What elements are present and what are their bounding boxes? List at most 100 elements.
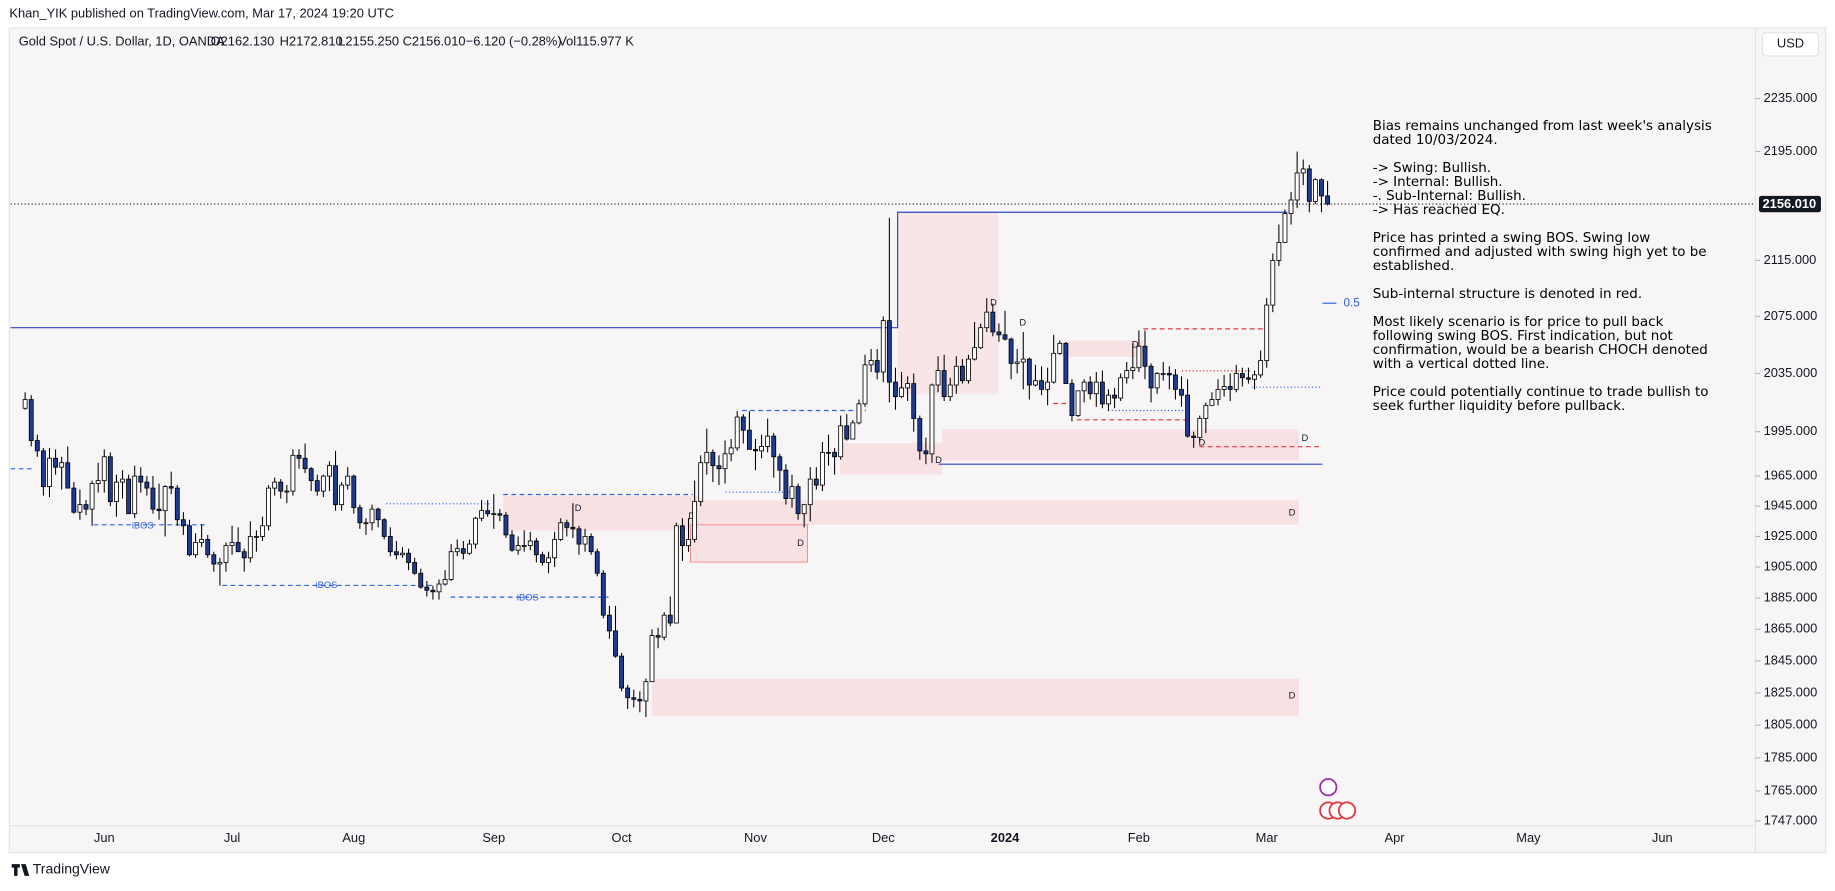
- note-line: confirmed and adjusted with swing high y…: [1373, 245, 1707, 260]
- candle-body: [314, 480, 320, 492]
- candle-body: [655, 635, 661, 638]
- candle-body: [606, 614, 612, 632]
- candle-body: [1294, 172, 1300, 201]
- candle-body: [588, 536, 594, 553]
- candle-body: [1252, 374, 1257, 380]
- candle-body: [485, 510, 491, 515]
- note-line: -> Internal: Bullish.: [1373, 175, 1503, 190]
- candle-body: [1191, 435, 1197, 438]
- candle-body: [95, 480, 101, 485]
- candle-body: [260, 525, 265, 537]
- x-tick-label: Jun: [1652, 830, 1673, 845]
- candle-body: [156, 508, 162, 512]
- y-tick-label: 1865.000: [1764, 621, 1818, 636]
- note-line: Price has printed a swing BOS. Swing low: [1373, 231, 1651, 246]
- candle-body: [442, 579, 448, 585]
- x-tick-label: Oct: [612, 830, 632, 845]
- candle-body: [375, 508, 381, 521]
- candle-body: [838, 425, 844, 458]
- candle-body: [1270, 259, 1276, 306]
- candle-body: [460, 548, 466, 554]
- candle-body: [320, 475, 326, 492]
- candle-body: [278, 481, 284, 492]
- y-tick-label: 1747.000: [1764, 812, 1818, 827]
- candle-body: [436, 583, 442, 593]
- candle-body: [1160, 373, 1166, 375]
- zone-label: D: [1198, 438, 1205, 448]
- y-tick-label: 2075.000: [1764, 308, 1818, 323]
- candle-body: [1033, 380, 1038, 386]
- candle-body: [363, 522, 369, 525]
- candle-body: [47, 457, 52, 487]
- candle-body: [168, 486, 174, 489]
- candle-body: [284, 490, 290, 493]
- zone: [840, 443, 943, 475]
- legend-open: O2162.130: [211, 33, 275, 48]
- currency[interactable]: USD: [1777, 36, 1804, 51]
- candle-body: [229, 542, 235, 547]
- candle-body: [1264, 304, 1270, 361]
- currency-button[interactable]: [1761, 32, 1820, 57]
- x-tick-label: Nov: [744, 830, 767, 845]
- candle-body: [448, 551, 454, 580]
- candle-body: [1026, 358, 1032, 386]
- candle-body: [844, 425, 850, 440]
- note-line: with a vertical dotted line.: [1373, 357, 1550, 372]
- candle-body: [552, 539, 558, 559]
- candle-body: [454, 548, 460, 553]
- candle-body: [150, 487, 156, 510]
- candle-body: [1081, 381, 1087, 392]
- candle-body: [1227, 386, 1233, 390]
- candle-body: [193, 542, 198, 556]
- zone-label: D: [1289, 691, 1296, 701]
- y-tick-label: 1945.000: [1764, 498, 1818, 513]
- candle-body: [223, 545, 229, 563]
- candle-body: [1319, 179, 1324, 197]
- candle-body: [686, 539, 691, 547]
- note-line: dated 10/03/2024.: [1373, 133, 1498, 148]
- candle-body: [491, 513, 497, 516]
- candle-body: [625, 687, 631, 699]
- candle-body: [339, 484, 345, 506]
- candle-body: [253, 536, 259, 538]
- candle-body: [923, 450, 929, 455]
- x-tick-label: 2024: [991, 830, 1020, 845]
- candle-body: [941, 370, 947, 398]
- candle-body: [406, 552, 411, 563]
- candle-body: [400, 552, 405, 556]
- candle-body: [308, 468, 314, 482]
- y-tick-label: 1905.000: [1764, 558, 1818, 573]
- note-line: seek further liquidity before pullback.: [1373, 399, 1626, 414]
- note-line: confirmation, would be a bearish CHOCH d…: [1373, 343, 1708, 358]
- candle-body: [1282, 213, 1288, 243]
- last-price-label: 2156.010: [1763, 196, 1817, 211]
- candle-body: [180, 519, 186, 527]
- candle-body: [101, 456, 107, 482]
- fib-label: 0.5: [1343, 296, 1359, 309]
- candle-body: [1008, 338, 1014, 364]
- candle-body: [40, 450, 46, 487]
- zone-label: D: [1289, 508, 1296, 518]
- candle-body: [704, 451, 710, 464]
- event-icon[interactable]: [1337, 801, 1357, 820]
- candle-body: [527, 540, 533, 547]
- publisher-header: Khan_YIK published on TradingView.com, M…: [9, 5, 394, 20]
- x-tick-label: Aug: [342, 830, 365, 845]
- candle-body: [1057, 342, 1063, 354]
- candle-body: [637, 698, 643, 702]
- candle-body: [71, 487, 77, 513]
- event-icon[interactable]: [1319, 778, 1338, 797]
- candle-body: [765, 435, 771, 447]
- candle-body: [1148, 365, 1154, 389]
- zone: [651, 678, 1300, 717]
- candle-body: [1276, 242, 1282, 261]
- candle-body: [777, 456, 783, 471]
- candle-body: [1154, 373, 1160, 389]
- candle-body: [1258, 360, 1264, 376]
- x-tick-label: Dec: [872, 830, 895, 845]
- zone-label: D: [990, 298, 997, 308]
- candle-body: [1288, 199, 1294, 215]
- candle-body: [515, 545, 521, 551]
- x-tick-label: Mar: [1256, 830, 1279, 845]
- candle-body: [582, 536, 588, 545]
